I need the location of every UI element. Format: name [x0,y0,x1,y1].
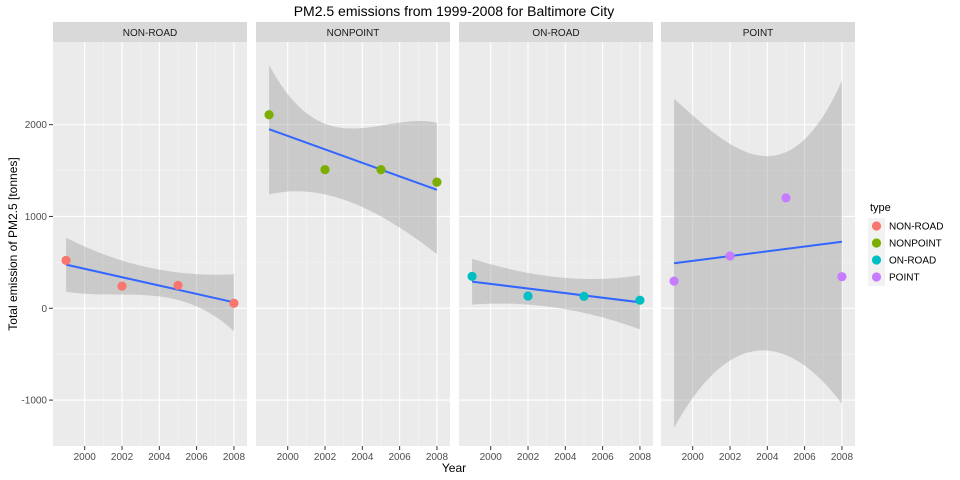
y-tick-label: 0 [41,304,47,315]
legend-label: NONPOINT [889,239,942,250]
data-point [725,251,735,261]
x-tick-label: 2006 [794,452,817,463]
x-tick-label: 2006 [592,452,615,463]
x-tick-label: 2008 [629,452,652,463]
data-point [173,280,183,291]
data-point [635,295,645,305]
legend-title: type [870,202,891,214]
facet-strip [53,22,247,42]
x-axis-title: Year [442,461,466,475]
facet-panel-on-road: ON-ROAD 2000 2002 2004 2006 2008 [459,22,653,463]
data-point [117,281,127,291]
legend-label: ON-ROAD [889,256,936,267]
panel-background [53,42,247,446]
x-tick-label: 2002 [517,452,540,463]
facet-strip-label: NON-ROAD [123,28,177,39]
legend-key [871,255,882,265]
fit-line [65,263,235,304]
data-point [579,291,589,301]
y-axis: -1000 0 1000 2000 [21,120,53,407]
y-tick-label: 1000 [25,212,48,223]
facet-strip [661,22,855,42]
x-tick-label: 2004 [554,452,577,463]
y-axis-title: Total emission of PM2.5 [tonnes] [6,157,20,330]
legend-label: NON-ROAD [889,222,943,233]
data-point [320,165,330,175]
x-tick-label: 2006 [389,452,412,463]
legend-key [871,238,882,248]
y-tick-label: 2000 [25,120,48,131]
x-tick-label: 2002 [111,452,134,463]
facet-strip-label: POINT [743,28,774,39]
data-point [61,255,71,265]
x-tick-label: 2008 [426,452,449,463]
data-point [837,272,847,282]
x-tick-label: 2004 [756,452,779,463]
confidence-band [674,80,842,428]
data-point [264,110,274,120]
facet-strip-label: ON-ROAD [532,28,579,39]
y-tick-label: -1000 [21,396,47,407]
chart-title: PM2.5 emissions from 1999-2008 for Balti… [294,3,615,19]
x-tick-label: 2006 [186,452,209,463]
x-tick-label: 2000 [277,452,300,463]
confidence-band [472,258,640,330]
facet-panel-non-road: NON-ROAD 2000 2002 2004 2006 2008 [53,22,247,463]
legend-key [871,272,882,282]
facet-strip-label: NONPOINT [327,28,380,39]
data-point [432,177,442,187]
data-point [376,165,386,175]
facet-panel-nonpoint: NONPOINT 2000 2002 2004 2006 2008 [256,22,450,463]
legend: type NON-ROAD NONPOINT ON-ROAD POINT [868,202,943,286]
data-point [781,193,791,203]
data-point [467,271,477,282]
x-tick-label: 2004 [148,452,171,463]
fit-line [673,240,843,265]
x-tick-label: 2008 [831,452,854,463]
panel-background [459,42,653,446]
data-point [523,291,533,301]
facet-strip [459,22,653,42]
legend-key [871,221,882,231]
facet-panels: NON-ROAD 2000 2002 2004 2006 2008 NONPOINT 2000… [53,22,855,463]
x-tick-label: 2000 [682,452,705,463]
data-point [669,276,679,286]
x-tick-label: 2002 [719,452,742,463]
panel-background [256,42,450,446]
x-tick-label: 2002 [314,452,337,463]
x-tick-label: 2000 [74,452,97,463]
fit-line [268,128,438,191]
facet-strip [256,22,450,42]
x-tick-label: 2000 [480,452,503,463]
fit-line [471,280,641,304]
x-tick-label: 2004 [351,452,374,463]
x-tick-label: 2008 [223,452,246,463]
legend-label: POINT [889,273,920,284]
facet-panel-point: POINT 2000 2002 2004 2006 2008 [661,22,855,463]
data-point [229,298,239,308]
